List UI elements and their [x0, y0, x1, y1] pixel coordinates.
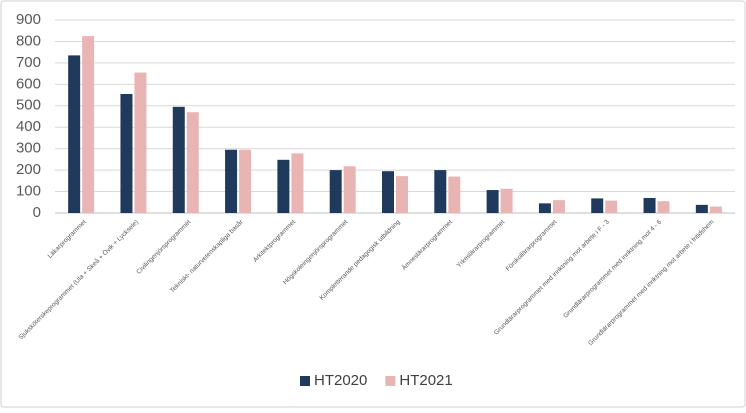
bar	[239, 149, 252, 213]
bar	[382, 171, 394, 213]
bar	[448, 176, 461, 213]
bar	[225, 149, 238, 213]
y-tick-label: 700	[16, 54, 41, 71]
bar	[434, 170, 447, 213]
bar	[695, 204, 708, 213]
bar	[486, 190, 499, 213]
bar	[172, 106, 185, 213]
legend-swatch	[385, 376, 396, 386]
bar	[277, 159, 290, 213]
bar	[709, 206, 722, 213]
y-tick-label: 300	[16, 140, 41, 157]
bar	[605, 200, 618, 213]
y-tick-label: 100	[16, 183, 41, 200]
y-tick-label: 400	[16, 118, 41, 135]
y-tick-label: 200	[16, 161, 41, 178]
bar	[343, 166, 356, 213]
y-tick-label: 500	[16, 97, 41, 114]
bar	[552, 200, 565, 213]
bar	[120, 93, 133, 213]
bar	[591, 198, 604, 213]
y-tick-label: 800	[16, 32, 41, 49]
y-tick-label: 600	[16, 75, 41, 92]
bar	[134, 72, 147, 214]
bar	[396, 176, 408, 213]
bar	[643, 197, 656, 213]
bar	[186, 112, 199, 213]
bar	[82, 36, 95, 214]
legend-swatch	[300, 376, 310, 386]
y-tick-label: 900	[16, 11, 41, 28]
y-tick-label: 0	[33, 204, 41, 221]
legend-label: HT2020	[314, 372, 367, 389]
bar	[329, 170, 342, 213]
legend-label: HT2021	[399, 372, 452, 389]
bar	[291, 153, 304, 213]
bar	[68, 55, 81, 214]
bar	[500, 188, 513, 213]
bar	[657, 201, 670, 213]
bar	[538, 203, 551, 213]
